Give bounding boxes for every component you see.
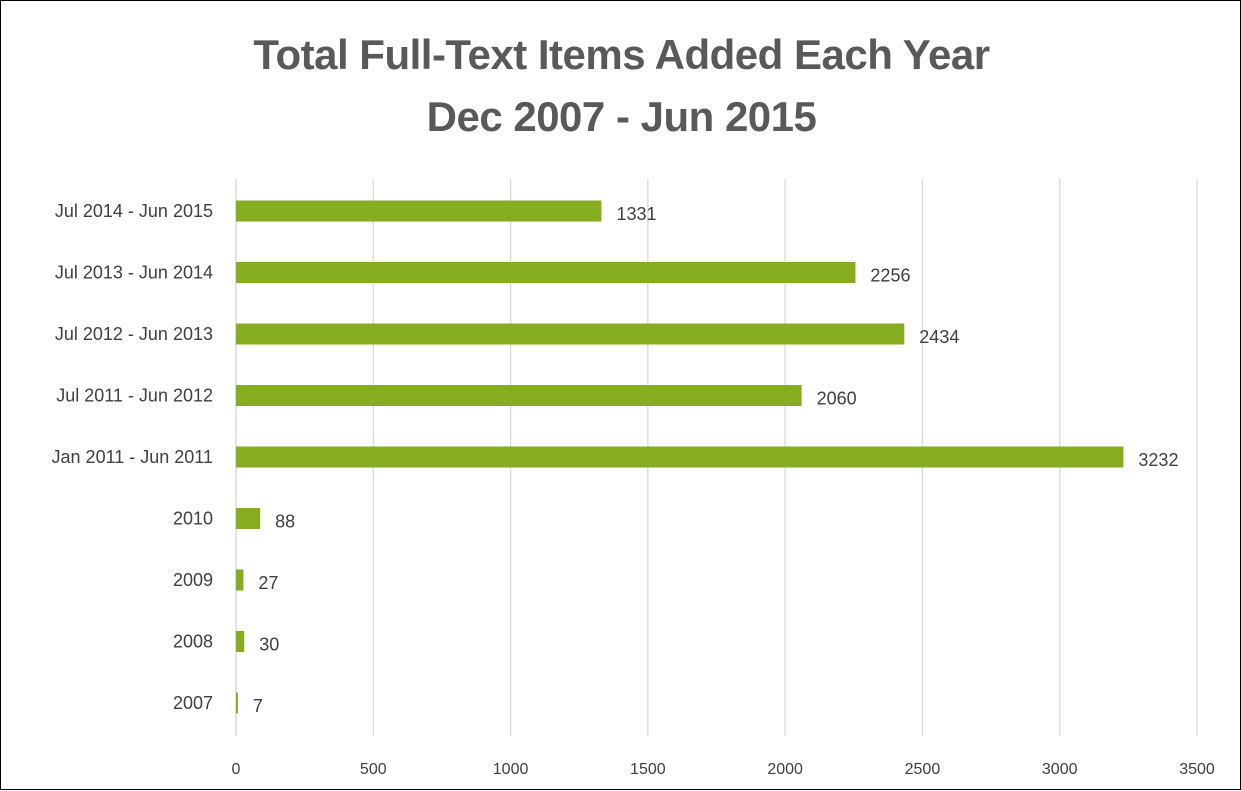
category-label: Jul 2011 - Jun 2012 xyxy=(56,386,213,406)
category-label: Jul 2013 - Jun 2014 xyxy=(55,263,213,283)
bar xyxy=(236,385,802,406)
chart-title-line-1: Total Full-Text Items Added Each Year xyxy=(253,31,990,78)
x-tick-label: 500 xyxy=(360,761,387,778)
category-label: 2009 xyxy=(173,570,213,590)
data-label: 7 xyxy=(253,696,263,716)
bar xyxy=(236,446,1124,468)
data-label: 2256 xyxy=(870,266,910,286)
data-label: 30 xyxy=(259,635,279,655)
chart-title-line-2: Dec 2007 - Jun 2015 xyxy=(426,93,817,140)
category-label: 2008 xyxy=(173,632,213,652)
x-tick-label: 1500 xyxy=(630,761,666,778)
data-label: 88 xyxy=(275,512,295,532)
x-tick-label: 3500 xyxy=(1179,761,1215,778)
data-label: 1331 xyxy=(616,204,656,224)
bar xyxy=(236,692,238,714)
category-label: 2007 xyxy=(173,693,213,713)
bar xyxy=(236,262,856,283)
data-label: 3232 xyxy=(1138,450,1178,470)
bar xyxy=(236,569,244,591)
bar xyxy=(236,631,245,652)
x-tick-label: 3000 xyxy=(1042,761,1078,778)
category-label: Jul 2012 - Jun 2013 xyxy=(55,324,213,344)
x-tick-label: 0 xyxy=(232,761,241,778)
bar xyxy=(236,508,261,529)
x-tick-label: 2000 xyxy=(767,761,803,778)
category-label: 2010 xyxy=(173,509,213,529)
data-label: 2434 xyxy=(919,327,959,347)
bar xyxy=(236,200,602,222)
data-label: 27 xyxy=(258,573,278,593)
bar xyxy=(236,323,905,345)
category-label: Jul 2014 - Jun 2015 xyxy=(55,201,213,221)
category-label: Jan 2011 - Jun 2011 xyxy=(52,447,213,467)
data-label: 2060 xyxy=(817,389,857,409)
x-tick-label: 2500 xyxy=(905,761,941,778)
x-tick-label: 1000 xyxy=(493,761,529,778)
